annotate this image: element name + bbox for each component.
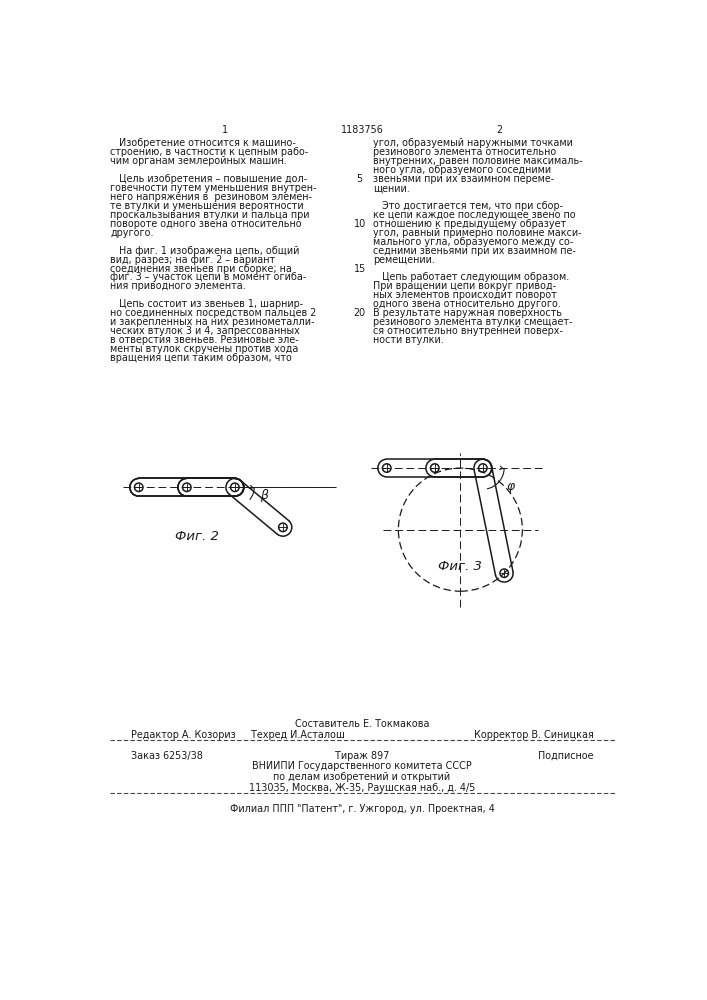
Text: Тираж 897: Тираж 897 [334, 751, 389, 761]
Text: чим органам землеройных машин.: чим органам землеройных машин. [110, 156, 287, 166]
Text: фиг. 3 – участок цепи в момент огиба-: фиг. 3 – участок цепи в момент огиба- [110, 272, 306, 282]
Text: φ: φ [506, 480, 515, 493]
Text: но соединенных посредством пальцев 2: но соединенных посредством пальцев 2 [110, 308, 316, 318]
Text: соединения звеньев при сборке; на: соединения звеньев при сборке; на [110, 264, 292, 274]
Text: седними звеньями при их взаимном пе-: седними звеньями при их взаимном пе- [373, 246, 575, 256]
Text: Редактор А. Козориз: Редактор А. Козориз [131, 730, 235, 740]
Text: Корректор В. Синицкая: Корректор В. Синицкая [474, 730, 594, 740]
Text: ности втулки.: ности втулки. [373, 335, 443, 345]
Text: Цель изобретения – повышение дол-: Цель изобретения – повышение дол- [110, 174, 308, 184]
Text: Составитель Е. Токмакова: Составитель Е. Токмакова [295, 719, 429, 729]
Text: При вращении цепи вокруг привод-: При вращении цепи вокруг привод- [373, 281, 556, 291]
Text: Фиг. 2: Фиг. 2 [175, 530, 218, 543]
Text: ке цепи каждое последующее звено по: ке цепи каждое последующее звено по [373, 210, 575, 220]
Text: строению, в частности к цепным рабо-: строению, в частности к цепным рабо- [110, 147, 308, 157]
Text: Фиг. 3: Фиг. 3 [438, 560, 482, 573]
Text: другого.: другого. [110, 228, 153, 238]
Text: 1: 1 [222, 125, 228, 135]
Text: те втулки и уменьшения вероятности: те втулки и уменьшения вероятности [110, 201, 304, 211]
Text: звеньями при их взаимном переме-: звеньями при их взаимном переме- [373, 174, 554, 184]
Text: ния приводного элемента.: ния приводного элемента. [110, 281, 246, 291]
Text: Это достигается тем, что при сбор-: Это достигается тем, что при сбор- [373, 201, 563, 211]
Text: Изобретение относится к машино-: Изобретение относится к машино- [110, 138, 296, 148]
Text: мального угла, образуемого между со-: мального угла, образуемого между со- [373, 237, 573, 247]
Text: по делам изобретений и открытий: по делам изобретений и открытий [274, 772, 450, 782]
Text: ВНИИПИ Государственного комитета СССР: ВНИИПИ Государственного комитета СССР [252, 761, 472, 771]
Text: В результате наружная поверхность: В результате наружная поверхность [373, 308, 562, 318]
Text: и закрепленных на них резинометалли-: и закрепленных на них резинометалли- [110, 317, 315, 327]
Text: резинового элемента втулки смещает-: резинового элемента втулки смещает- [373, 317, 572, 327]
Text: внутренних, равен половине максималь-: внутренних, равен половине максималь- [373, 156, 583, 166]
Text: ных элементов происходит поворот: ных элементов происходит поворот [373, 290, 556, 300]
Text: ся относительно внутренней поверх-: ся относительно внутренней поверх- [373, 326, 563, 336]
Text: 1183756: 1183756 [341, 125, 383, 135]
Text: 2: 2 [496, 125, 502, 135]
Text: в отверстия звеньев. Резиновые эле-: в отверстия звеньев. Резиновые эле- [110, 335, 299, 345]
Text: 5: 5 [356, 174, 363, 184]
Text: Техред И.Асталош: Техред И.Асталош [251, 730, 344, 740]
Text: ного угла, образуемого соседними: ного угла, образуемого соседними [373, 165, 551, 175]
Text: говечности путем уменьшения внутрен-: говечности путем уменьшения внутрен- [110, 183, 317, 193]
Text: одного звена относительно другого.: одного звена относительно другого. [373, 299, 561, 309]
Text: На фиг. 1 изображена цепь, общий: На фиг. 1 изображена цепь, общий [110, 246, 300, 256]
Text: щении.: щении. [373, 183, 409, 193]
Text: угол, образуемый наружными точками: угол, образуемый наружными точками [373, 138, 573, 148]
Text: Подписное: Подписное [538, 751, 594, 761]
Text: вращения цепи таким образом, что: вращения цепи таким образом, что [110, 353, 292, 363]
Text: Цепь состоит из звеньев 1, шарнир-: Цепь состоит из звеньев 1, шарнир- [110, 299, 303, 309]
Text: угол, равный примерно половине макси-: угол, равный примерно половине макси- [373, 228, 581, 238]
Text: 15: 15 [354, 264, 366, 274]
Text: 10: 10 [354, 219, 366, 229]
Text: 20: 20 [354, 308, 366, 318]
Text: 113035, Москва, Ж-35, Раушская наб., д. 4/5: 113035, Москва, Ж-35, Раушская наб., д. … [249, 783, 475, 793]
Text: отношению к предыдущему образует: отношению к предыдущему образует [373, 219, 566, 229]
Text: проскальзывания втулки и пальца при: проскальзывания втулки и пальца при [110, 210, 310, 220]
Text: Заказ 6253/38: Заказ 6253/38 [131, 751, 203, 761]
Text: резинового элемента относительно: резинового элемента относительно [373, 147, 556, 157]
Text: него напряжения в  резиновом элемен-: него напряжения в резиновом элемен- [110, 192, 312, 202]
Text: Филиал ППП "Патент", г. Ужгород, ул. Проектная, 4: Филиал ППП "Патент", г. Ужгород, ул. Про… [230, 804, 494, 814]
Text: менты втулок скручены против хода: менты втулок скручены против хода [110, 344, 298, 354]
Text: ремещении.: ремещении. [373, 255, 435, 265]
Text: β: β [260, 489, 269, 502]
Text: ческих втулок 3 и 4, запрессованных: ческих втулок 3 и 4, запрессованных [110, 326, 300, 336]
Text: вид, разрез; на фиг. 2 – вариант: вид, разрез; на фиг. 2 – вариант [110, 255, 275, 265]
Text: повороте одного звена относительно: повороте одного звена относительно [110, 219, 302, 229]
Text: Цепь работает следующим образом.: Цепь работает следующим образом. [373, 272, 569, 282]
